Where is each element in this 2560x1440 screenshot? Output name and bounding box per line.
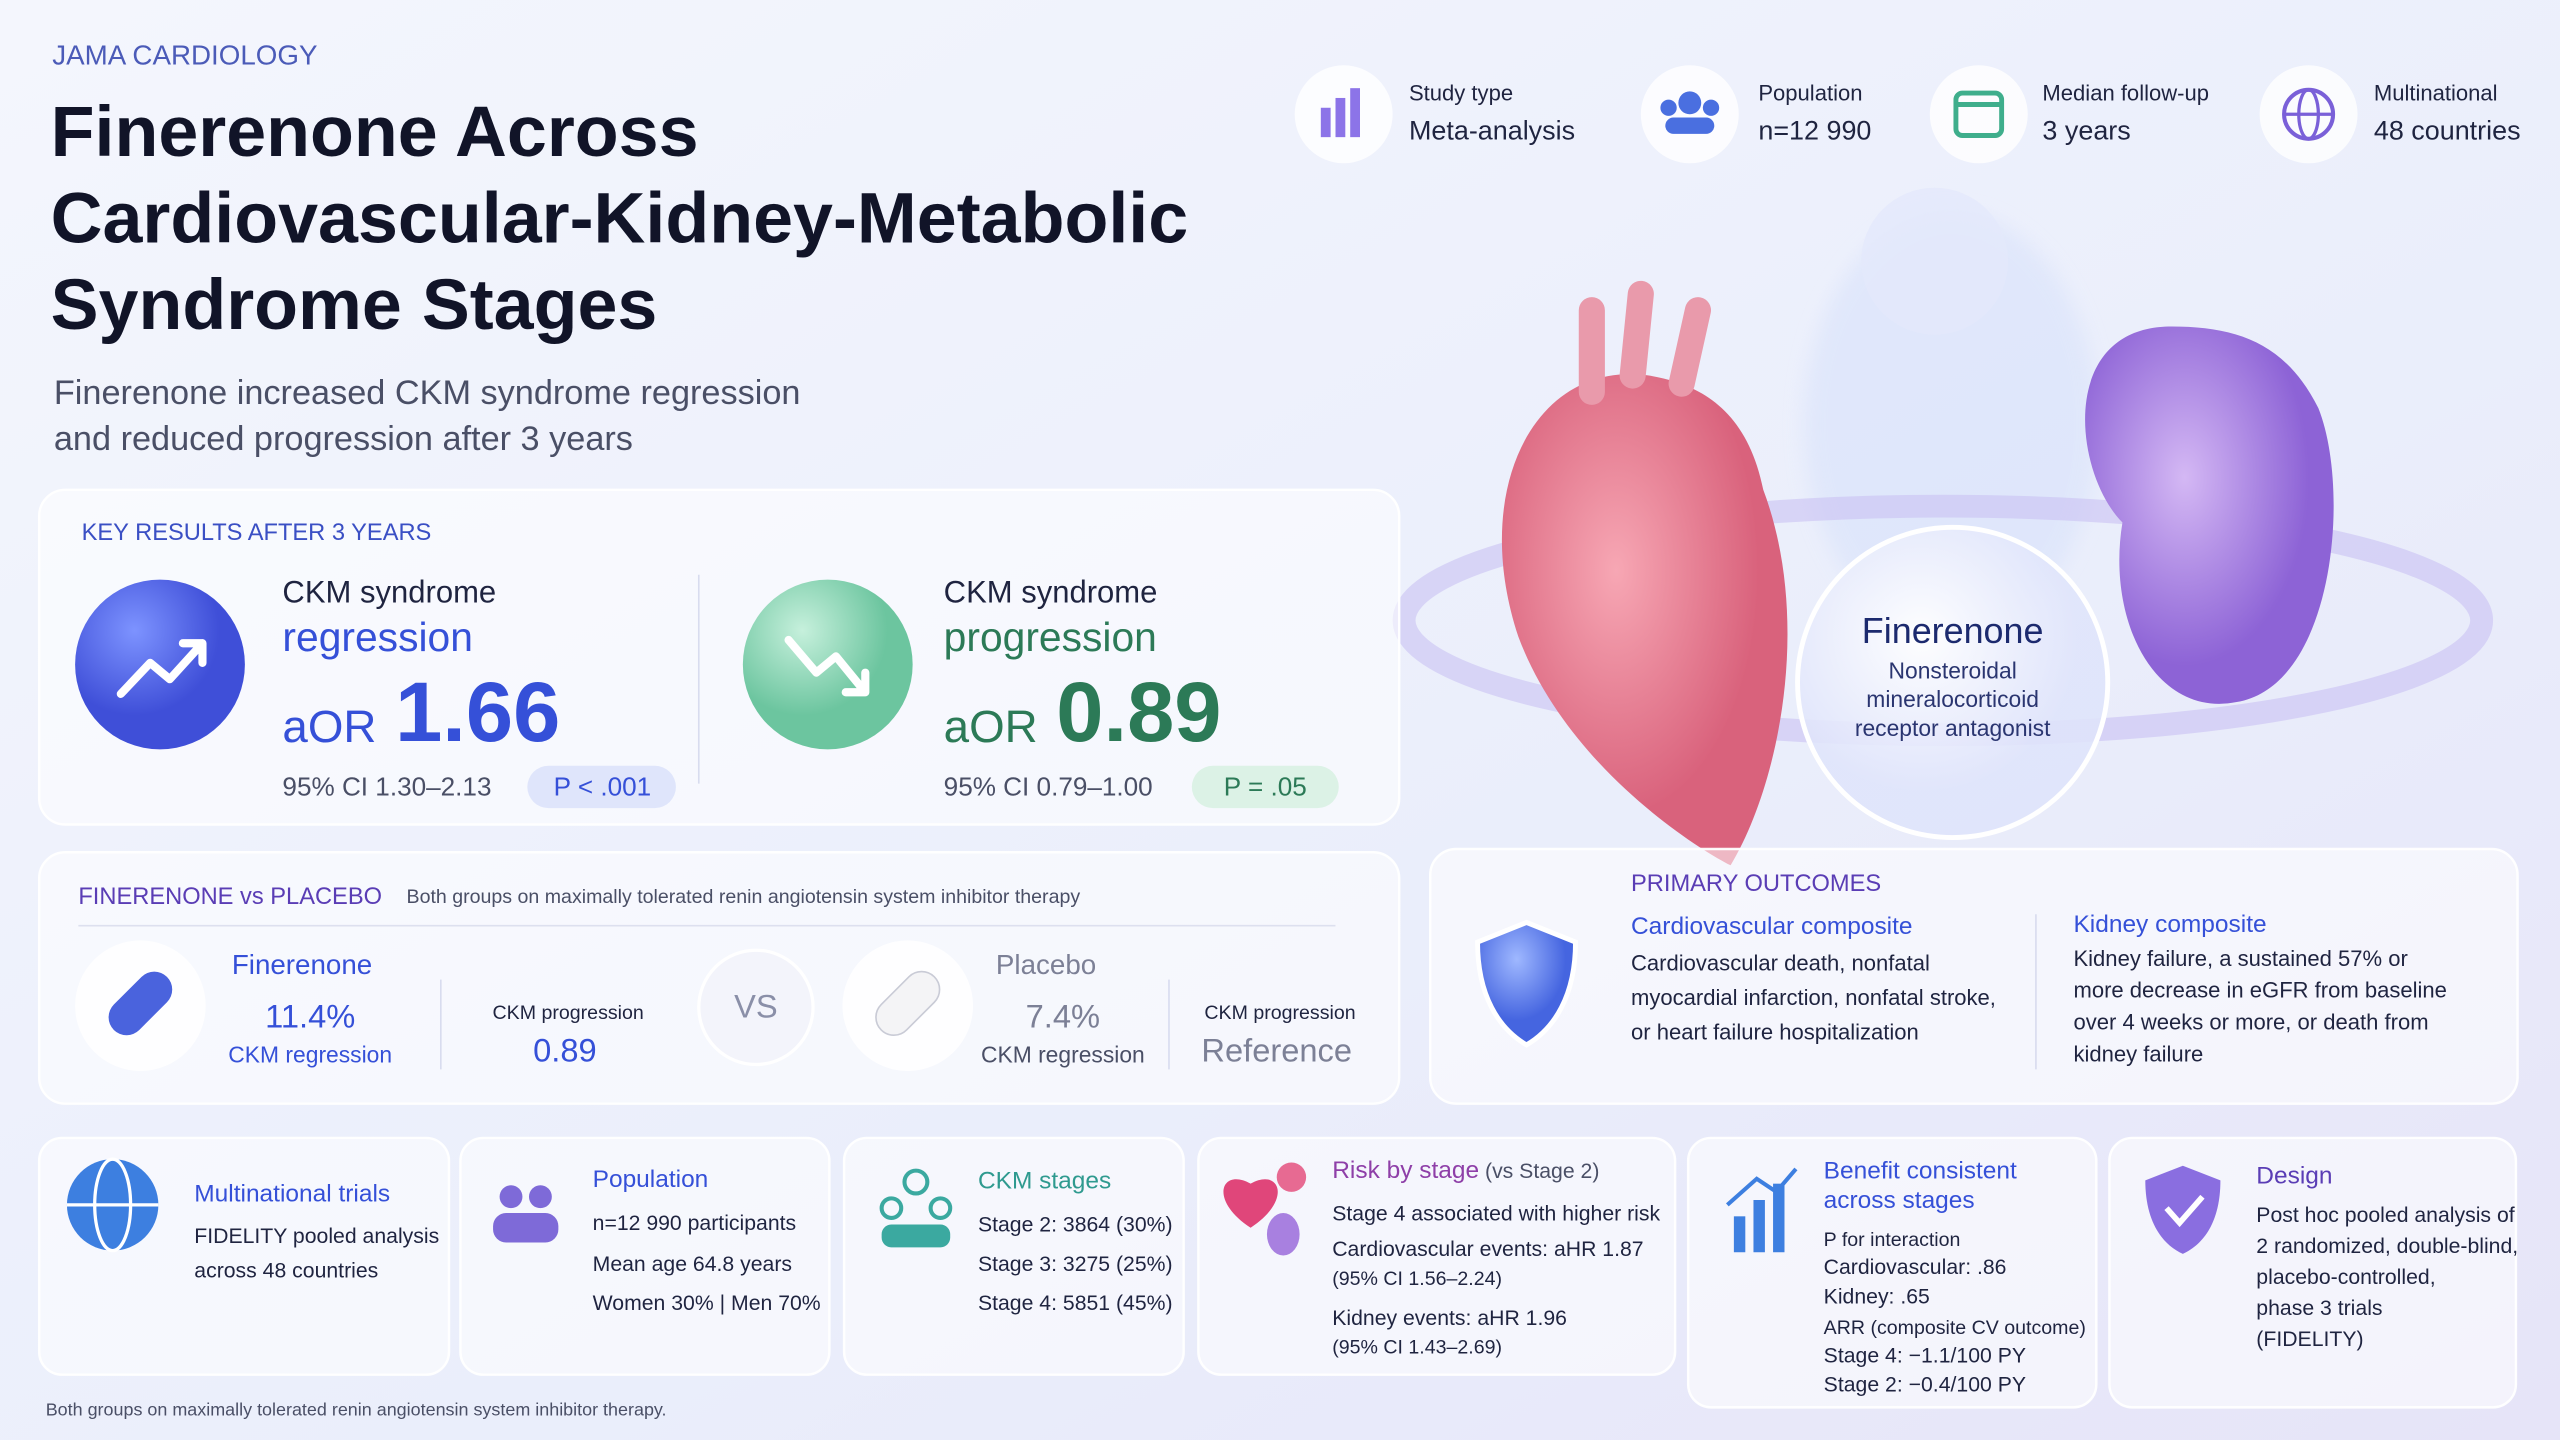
arm-progression-label: CKM progression — [493, 1002, 644, 1024]
result-p: P = .05 — [1224, 771, 1307, 801]
card-title-text: Risk by stage — [1332, 1158, 1479, 1185]
card-text: FIDELITY pooled analysis — [194, 1225, 439, 1248]
outcome-text: more decrease in eGFR from baseline — [2073, 978, 2446, 1003]
drug-name: Finerenone — [1862, 610, 2044, 651]
result-ci: 95% CI 0.79–1.00 — [944, 771, 1153, 801]
drug-description: receptor antagonist — [1855, 715, 2051, 741]
card-text: (FIDELITY) — [2256, 1328, 2363, 1351]
card-text: Stage 4 associated with higher risk — [1332, 1202, 1660, 1225]
section-heading: KEY RESULTS AFTER 3 YEARS — [82, 520, 432, 546]
outcome-text: kidney failure — [2073, 1041, 2203, 1066]
card-title: across stages — [1824, 1187, 1975, 1214]
stat-label: Multinational — [2374, 81, 2498, 106]
subtitle: and reduced progression after 3 years — [54, 420, 633, 458]
result-outcome: regression — [282, 614, 472, 660]
card-text: Kidney events: aHR 1.96 — [1332, 1307, 1567, 1330]
card-text: n=12 990 participants — [593, 1212, 797, 1235]
card-text: Cardiovascular events: aHR 1.87 — [1332, 1238, 1643, 1261]
arm-progression-label: CKM progression — [1204, 1002, 1355, 1024]
cards — [37, 488, 2519, 1409]
stat-value: n=12 990 — [1758, 115, 1871, 145]
stat-label: Population — [1758, 81, 1862, 106]
card-text: Stage 2: −0.4/100 PY — [1824, 1374, 2026, 1397]
footnote: Both groups on maximally tolerated renin… — [46, 1399, 667, 1419]
card-text: P for interaction — [1824, 1229, 1961, 1251]
card-text: Kidney: .65 — [1824, 1286, 1930, 1309]
outcome-text: over 4 weeks or more, or death from — [2073, 1010, 2428, 1035]
outcome-text: or heart failure hospitalization — [1631, 1019, 1919, 1044]
result-label: CKM syndrome — [944, 574, 1158, 609]
stat-value: 3 years — [2042, 115, 2130, 145]
drug-description: mineralocorticoid — [1866, 686, 2039, 712]
stat-icons — [1294, 65, 2358, 164]
result-ci: 95% CI 1.30–2.13 — [282, 771, 491, 801]
card-text: Stage 4: −1.1/100 PY — [1824, 1344, 2026, 1367]
card-title: Population — [593, 1166, 709, 1193]
illustration — [1392, 187, 2494, 866]
arm-name: Placebo — [996, 949, 1096, 980]
section-heading: PRIMARY OUTCOMES — [1631, 871, 1881, 897]
card-text: Women 30% | Men 70% — [593, 1292, 821, 1315]
arm-rate: 7.4% — [1026, 997, 1100, 1034]
card-text: ARR (composite CV outcome) — [1824, 1317, 2086, 1339]
card-title: Risk by stage (vs Stage 2) — [1332, 1158, 1599, 1185]
arm-rate: 11.4% — [265, 997, 355, 1034]
card-title: Multinational trials — [194, 1181, 390, 1208]
comparison-note: Both groups on maximally tolerated renin… — [407, 886, 1081, 908]
card-text: 2 randomized, double-blind, — [2256, 1235, 2518, 1258]
section-heading: FINERENONE vs PLACEBO — [78, 884, 382, 910]
stat-value: Meta-analysis — [1409, 115, 1575, 145]
stat-value: 48 countries — [2374, 115, 2521, 145]
card-text: Stage 2: 3864 (30%) — [978, 1214, 1173, 1237]
card-text: Mean age 64.8 years — [593, 1253, 792, 1276]
card-title: Benefit consistent — [1824, 1158, 2017, 1185]
vs-label: VS — [734, 988, 778, 1025]
outcome-text: Cardiovascular death, nonfatal — [1631, 951, 1930, 976]
result-measure: aOR — [944, 701, 1038, 752]
outcome-text: myocardial infarction, nonfatal stroke, — [1631, 985, 1996, 1010]
card-title-note: (vs Stage 2) — [1479, 1160, 1599, 1183]
result-estimate: 0.89 — [1056, 664, 1221, 759]
arm-rate-label: CKM regression — [228, 1041, 392, 1067]
result-estimate: 1.66 — [395, 664, 560, 759]
title: Finerenone Across — [51, 92, 699, 172]
subtitle: Finerenone increased CKM syndrome regres… — [54, 374, 801, 412]
journal-name: JAMA CARDIOLOGY — [52, 39, 317, 70]
arm-name: Finerenone — [232, 949, 372, 980]
card-text: (95% CI 1.56–2.24) — [1332, 1268, 1502, 1290]
card-text: across 48 countries — [194, 1259, 378, 1282]
card-text: phase 3 trials — [2256, 1297, 2382, 1320]
card-title: CKM stages — [978, 1168, 1111, 1195]
card-text: Post hoc pooled analysis of — [2256, 1204, 2514, 1227]
result-measure: aOR — [282, 701, 376, 752]
card-text: (95% CI 1.43–2.69) — [1332, 1337, 1502, 1359]
arm-progression-value: Reference — [1201, 1032, 1352, 1069]
title: Cardiovascular-Kidney-Metabolic — [51, 179, 1189, 259]
card-text: Stage 3: 3275 (25%) — [978, 1253, 1173, 1276]
outcome-title: Cardiovascular composite — [1631, 913, 1913, 940]
stat-label: Study type — [1409, 81, 1513, 106]
arm-progression-value: 0.89 — [533, 1032, 597, 1069]
drug-description: Nonsteroidal — [1889, 658, 2017, 684]
card-text: placebo-controlled, — [2256, 1266, 2435, 1289]
title: Syndrome Stages — [51, 265, 658, 345]
arm-rate-label: CKM regression — [981, 1041, 1145, 1067]
card-text: Stage 4: 5851 (45%) — [978, 1292, 1173, 1315]
outcome-text: Kidney failure, a sustained 57% or — [2073, 946, 2407, 971]
stat-label: Median follow-up — [2042, 81, 2209, 106]
result-label: CKM syndrome — [282, 574, 496, 609]
result-p: P < .001 — [554, 771, 652, 801]
card-text: Cardiovascular: .86 — [1824, 1256, 2007, 1279]
result-outcome: progression — [944, 614, 1157, 660]
outcome-title: Kidney composite — [2073, 911, 2266, 938]
card-title: Design — [2256, 1163, 2332, 1190]
